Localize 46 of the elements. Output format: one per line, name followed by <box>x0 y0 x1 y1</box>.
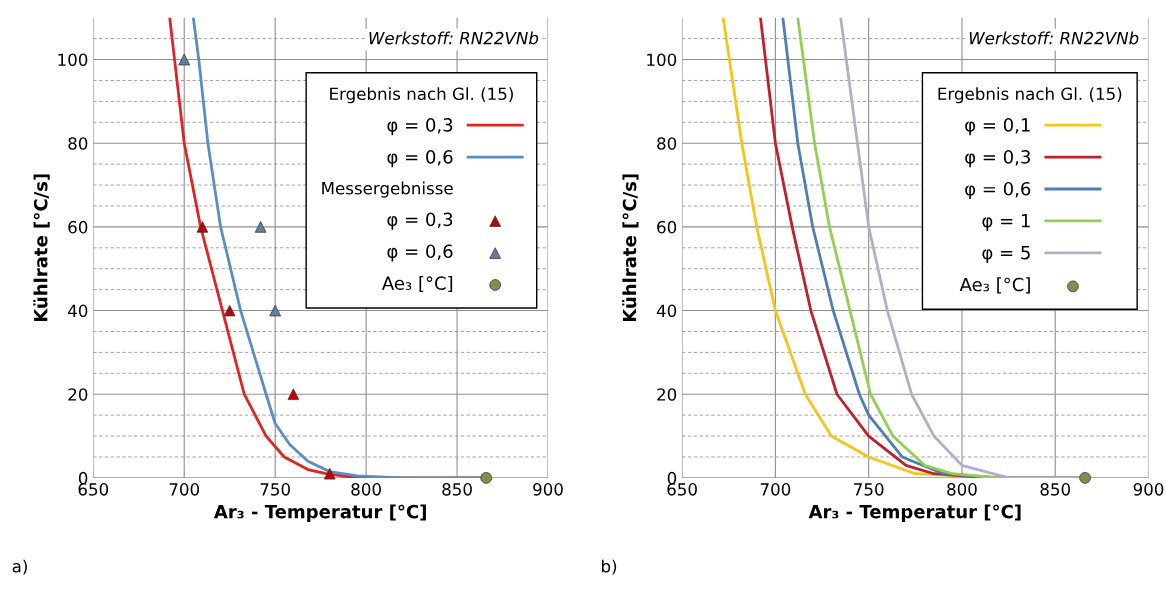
x-tick-label: 650 <box>667 483 697 496</box>
y-tick-label: 80 <box>68 137 88 150</box>
y-axis-title: Kühlrate [°C/s] <box>622 174 639 322</box>
annotation: Messergebnisse <box>322 181 453 198</box>
y-tick-label: 60 <box>68 220 88 234</box>
y-axis-title: Kühlrate [°C/s] <box>33 174 50 322</box>
x-tick-label: 700 <box>760 483 791 496</box>
y-tick-label: 100 <box>647 53 677 67</box>
legend-label: φ = 5 <box>982 246 1030 263</box>
x-tick-label: 800 <box>351 483 381 496</box>
legend-label: Ae₃ [°C] <box>959 277 1030 294</box>
legend-label: φ = 0,3 <box>965 150 1030 168</box>
y-tick-label: 0 <box>78 471 88 485</box>
x-tick-label: 900 <box>1133 483 1164 496</box>
annotation: Werkstoff: RN22VNb <box>969 31 1139 45</box>
text: b) <box>602 559 617 575</box>
y-tick-label: 40 <box>656 304 677 318</box>
legend-label: φ = 0,1 <box>965 118 1030 136</box>
y-tick-label: 60 <box>657 220 677 234</box>
y-tick-label: 0 <box>667 471 677 485</box>
x-tick-label: 850 <box>1040 483 1071 496</box>
legend-label: φ = 0,3 <box>387 212 453 230</box>
y-tick-label: 20 <box>68 388 88 401</box>
x-tick-label: 750 <box>854 483 884 496</box>
x-tick-label: 750 <box>260 483 290 496</box>
legend-label: Ae₃ [°C] <box>381 276 453 293</box>
x-axis-title: Ar₃ - Temperatur [°C] <box>808 504 1021 522</box>
x-tick-label: 800 <box>947 483 977 496</box>
y-tick-label: 40 <box>68 304 88 318</box>
legend-label: φ = 0,3 <box>387 118 453 136</box>
x-tick-label: 900 <box>533 483 563 496</box>
legend-label: φ = 0,6 <box>965 181 1031 200</box>
x-tick-label: 650 <box>78 483 109 496</box>
annotation: Werkstoff: RN22VNb <box>369 31 539 45</box>
legend-label: φ = 0,6 <box>387 244 453 262</box>
y-tick-label: 20 <box>657 388 677 401</box>
legend-title: Ergebnis nach Gl. (15) <box>330 87 513 104</box>
y-tick-label: 100 <box>58 53 88 67</box>
y-tick-label: 80 <box>657 137 677 150</box>
legend-label: φ = 1 <box>982 214 1030 231</box>
legend-title: Ergebnis nach Gl. (15) <box>938 87 1122 104</box>
text: a) <box>12 559 27 575</box>
x-tick-label: 850 <box>442 483 472 496</box>
x-axis-title: Ar₃ - Temperatur [°C] <box>213 504 426 522</box>
legend-label: φ = 0,6 <box>387 150 453 168</box>
x-tick-label: 700 <box>169 483 200 496</box>
